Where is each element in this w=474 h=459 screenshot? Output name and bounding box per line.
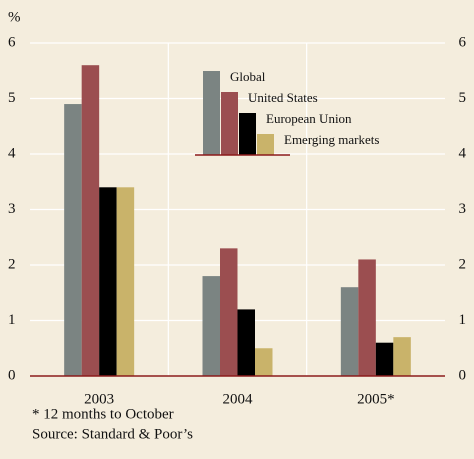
- y-tick-label: 0: [8, 367, 16, 383]
- legend-label: Emerging markets: [284, 132, 379, 147]
- y-tick-label: 2: [8, 256, 16, 272]
- y-axis-label: %: [8, 9, 21, 25]
- bar: [358, 259, 376, 376]
- y-tick-label: 5: [8, 90, 16, 106]
- bar: [237, 309, 255, 376]
- bar: [81, 65, 100, 376]
- source: Source: Standard & Poor’s: [32, 426, 193, 442]
- y2-tick-label: 3: [459, 201, 467, 217]
- y-tick-label: 6: [8, 34, 16, 50]
- bar: [116, 187, 135, 376]
- bar: [99, 187, 117, 376]
- legend-label: United States: [248, 90, 318, 105]
- y2-tick-label: 6: [459, 34, 467, 50]
- y2-tick-label: 2: [459, 256, 467, 272]
- bar: [220, 248, 238, 376]
- y2-tick-label: 5: [459, 90, 467, 106]
- y2-tick-label: 1: [459, 312, 467, 328]
- bar: [255, 348, 273, 376]
- legend-label: European Union: [266, 111, 352, 126]
- x-tick-label: 2005*: [357, 391, 395, 407]
- x-tick-label: 2003: [84, 391, 114, 407]
- x-tick-label: 2004: [223, 391, 254, 407]
- y2-tick-label: 0: [459, 367, 467, 383]
- y-tick-label: 3: [8, 201, 16, 217]
- legend-swatch: [203, 71, 220, 155]
- y-tick-label: 1: [8, 312, 16, 328]
- legend-swatch: [239, 113, 256, 155]
- y2-tick-label: 4: [459, 145, 467, 161]
- bar: [375, 342, 394, 376]
- legend-swatch: [257, 134, 274, 155]
- y-tick-label: 4: [8, 145, 16, 161]
- legend-swatch: [221, 92, 238, 155]
- bar: [393, 337, 411, 376]
- bar: [340, 287, 359, 376]
- bar: [64, 104, 82, 377]
- bar: [202, 276, 220, 376]
- footnote: * 12 months to October: [32, 406, 174, 422]
- legend-label: Global: [230, 69, 266, 84]
